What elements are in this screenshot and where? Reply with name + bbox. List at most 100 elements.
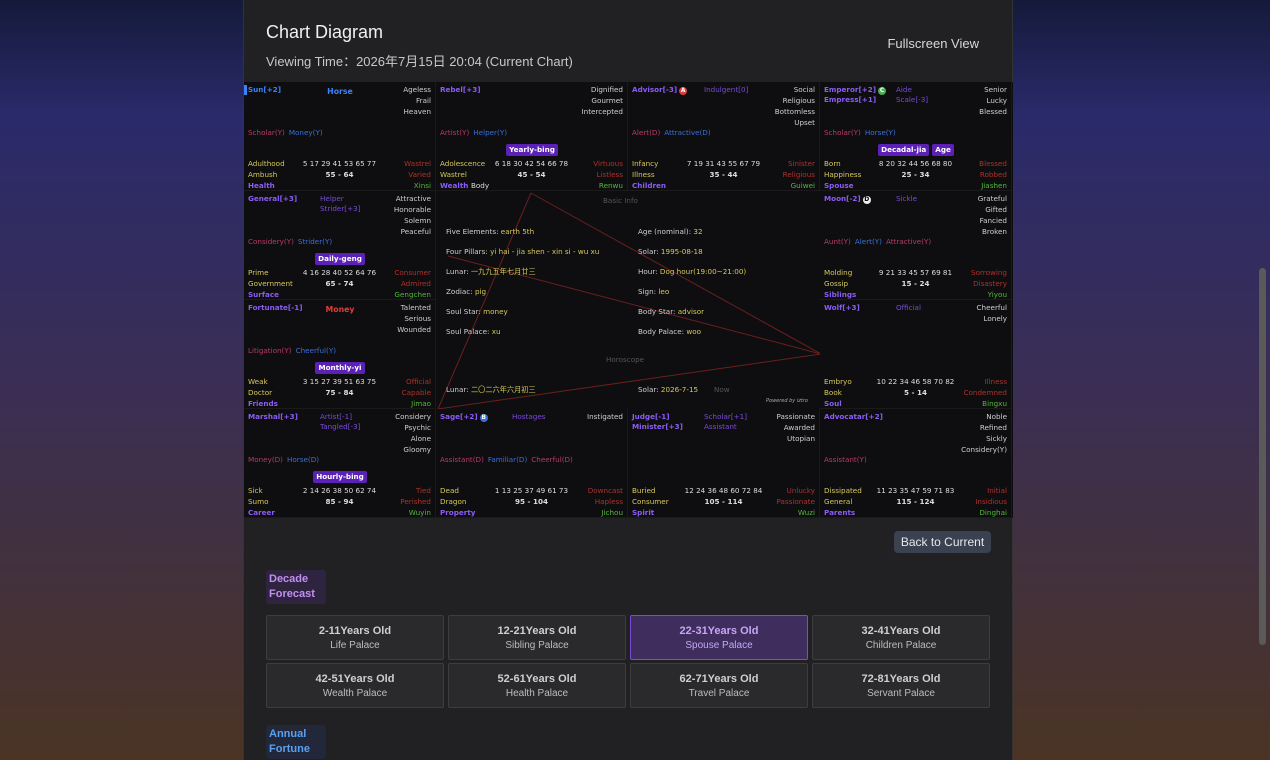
- spacer: [885, 508, 946, 517]
- scope-tag[interactable]: Monthly-yi: [315, 362, 365, 374]
- adjective: Gifted: [985, 205, 1007, 214]
- now-button[interactable]: Now: [714, 385, 730, 394]
- info-item: Zodiac: pig: [446, 287, 486, 296]
- minor-star: Helper: [320, 194, 344, 203]
- back-button[interactable]: Back to Current: [894, 531, 991, 553]
- palace-cell: Wolf[+3] Official Cheerful Lonely Embryo 10 2…: [820, 300, 1012, 409]
- spacer: [693, 508, 754, 517]
- yearly-star: Scholar(Y): [824, 128, 861, 137]
- info-value: 2026-7-15: [660, 385, 699, 394]
- stage-line: Prime 4 16 28 40 52 64 76 Consumer: [248, 268, 431, 278]
- decade-button[interactable]: 32-41Years Old Children Palace: [812, 615, 990, 660]
- scope-tag[interactable]: Age: [932, 144, 954, 156]
- stem: Guiwei: [790, 181, 815, 190]
- adjective: Passionate: [776, 412, 816, 421]
- stage-state: Wastrel: [404, 159, 431, 168]
- info-item: Sign: leo: [638, 287, 669, 296]
- panel: Chart Diagram Viewing Time：2026年7月15日 20…: [243, 0, 1013, 760]
- star-name: Emperor[+2]: [824, 85, 877, 94]
- decade-button[interactable]: 22-31Years Old Spouse Palace: [630, 615, 808, 660]
- spacer: [693, 181, 754, 190]
- palace-name: Siblings: [824, 290, 857, 299]
- adjective: Gourmet: [591, 96, 623, 105]
- info-value: leo: [658, 287, 670, 296]
- adjective: Grateful: [977, 194, 1007, 203]
- annual-label: Annual Fortune: [266, 725, 326, 759]
- decade-button[interactable]: 62-71Years Old Travel Palace: [630, 663, 808, 708]
- scope-tag[interactable]: Yearly-bing: [506, 144, 558, 156]
- stage: Sick: [248, 486, 263, 495]
- tags: Hourly-bing: [244, 471, 435, 483]
- decade-button[interactable]: 2-11Years Old Life Palace: [266, 615, 444, 660]
- info-value: 一九九五年七月廿三: [470, 267, 536, 276]
- star-name: Fortunate[-1]: [248, 303, 303, 312]
- palace-cell: Emperor[+2] C Empress[+1] Aide Scale[-3] Seni…: [820, 82, 1012, 191]
- major-star: Advocatar[+2]: [824, 412, 883, 422]
- stage: Molding: [824, 268, 853, 277]
- major-star: Marshal[+3]: [248, 412, 298, 422]
- info-label: Lunar:: [446, 385, 469, 394]
- scope-tag[interactable]: Hourly-bing: [313, 471, 367, 483]
- info-item: Hour: Dog hour(19:00~21:00): [638, 267, 746, 276]
- scope-tag[interactable]: Daily-geng: [315, 253, 365, 265]
- palace: Soul: [824, 399, 885, 408]
- adjective: Dignified: [590, 85, 623, 94]
- yearly-stars: Litigation(Y) Cheerful(Y): [248, 346, 336, 356]
- state: Listless: [596, 170, 623, 179]
- adjective: Lonely: [983, 314, 1007, 323]
- decade-button[interactable]: 42-51Years Old Wealth Palace: [266, 663, 444, 708]
- state: Condemned: [963, 388, 1008, 397]
- yearly-star: Attractive(Y): [885, 237, 932, 246]
- adjective: Honorable: [393, 205, 431, 214]
- fullscreen-button[interactable]: Fullscreen View: [887, 36, 979, 51]
- palace-cell: Advocatar[+2] Noble Refined Sickly Considery…: [820, 409, 1012, 518]
- scope-tag[interactable]: Decadal-jia: [878, 144, 930, 156]
- range: 15 - 24: [901, 279, 930, 288]
- major-star: General[+3]: [248, 194, 297, 204]
- stem: Wuyin: [408, 508, 431, 517]
- stem: Yiyou: [987, 290, 1007, 299]
- yearly-star: Money(Y): [288, 128, 323, 137]
- range-line: Sumo 85 - 94 Perished: [248, 497, 431, 507]
- palace-line: Soul Bingxu: [824, 399, 1007, 408]
- palace: Surface: [248, 290, 309, 299]
- range-line: Wastrel 45 - 54 Listless: [440, 170, 623, 180]
- state: Robbed: [979, 170, 1007, 179]
- decade-button[interactable]: 12-21Years Old Sibling Palace: [448, 615, 626, 660]
- stage: Embryo: [824, 377, 852, 386]
- range: 75 - 84: [325, 388, 354, 397]
- info-label: Soul Palace:: [446, 327, 490, 336]
- palace-name: Health: [248, 181, 275, 190]
- range: 115 - 124: [896, 497, 935, 506]
- info-title: Basic Info: [603, 196, 638, 205]
- info-item: Soul Palace: xu: [446, 327, 501, 336]
- decade-palace: Travel Palace: [688, 688, 750, 699]
- stage: Weak: [248, 377, 268, 386]
- scrollbar[interactable]: [1259, 268, 1266, 645]
- info-label: Body Star:: [638, 307, 676, 316]
- state: Perished: [400, 497, 431, 506]
- info-label: Sign:: [638, 287, 657, 296]
- stage: Infancy: [632, 159, 659, 168]
- name: General: [824, 497, 853, 506]
- info-label: Four Pillars:: [446, 247, 488, 256]
- range: 55 - 64: [325, 170, 354, 179]
- stage: Dissipated: [824, 486, 862, 495]
- decade-button[interactable]: 72-81Years Old Servant Palace: [812, 663, 990, 708]
- palace-line: Property Jichou: [440, 508, 623, 517]
- info-value: Dog hour(19:00~21:00): [659, 267, 747, 276]
- adjective: Intercepted: [581, 107, 623, 116]
- decade-button[interactable]: 52-61Years Old Health Palace: [448, 663, 626, 708]
- stage: Prime: [248, 268, 269, 277]
- yearly-star: Aunt(Y): [824, 237, 851, 246]
- yearly-stars: Aunt(Y) Alert(Y) Attractive(Y): [824, 237, 931, 247]
- star-name: Advisor[-3]: [632, 85, 678, 94]
- info-value: xu: [491, 327, 501, 336]
- adjective: Solemn: [404, 216, 431, 225]
- adjective: Talented: [400, 303, 431, 312]
- ages: 6 18 30 42 54 66 78: [494, 159, 569, 168]
- decade-age: 22-31Years Old: [679, 625, 759, 637]
- range-line: Dragon 95 - 104 Hapless: [440, 497, 623, 507]
- stage: Born: [824, 159, 841, 168]
- adjective: Peaceful: [400, 227, 431, 236]
